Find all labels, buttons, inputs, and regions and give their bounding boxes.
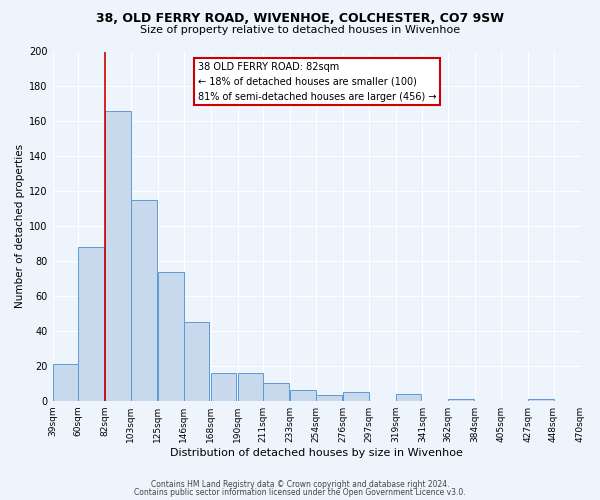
Bar	[211, 373, 236, 400]
Bar	[581, 397, 600, 400]
Text: Size of property relative to detached houses in Wivenhoe: Size of property relative to detached ho…	[140, 25, 460, 35]
Bar	[343, 392, 368, 400]
Y-axis label: Number of detached properties: Number of detached properties	[15, 144, 25, 308]
Bar	[528, 399, 554, 400]
Bar	[131, 200, 157, 400]
Text: 38, OLD FERRY ROAD, WIVENHOE, COLCHESTER, CO7 9SW: 38, OLD FERRY ROAD, WIVENHOE, COLCHESTER…	[96, 12, 504, 26]
Bar	[78, 247, 104, 400]
Bar	[395, 394, 421, 400]
Bar	[158, 272, 184, 400]
Text: Contains HM Land Registry data © Crown copyright and database right 2024.: Contains HM Land Registry data © Crown c…	[151, 480, 449, 489]
Bar	[316, 396, 341, 400]
Bar	[105, 111, 131, 401]
Text: 38 OLD FERRY ROAD: 82sqm
← 18% of detached houses are smaller (100)
81% of semi-: 38 OLD FERRY ROAD: 82sqm ← 18% of detach…	[198, 62, 436, 102]
X-axis label: Distribution of detached houses by size in Wivenhoe: Distribution of detached houses by size …	[170, 448, 463, 458]
Bar	[184, 322, 209, 400]
Bar	[290, 390, 316, 400]
Bar	[448, 399, 474, 400]
Bar	[263, 383, 289, 400]
Bar	[53, 364, 78, 401]
Bar	[238, 373, 263, 400]
Text: Contains public sector information licensed under the Open Government Licence v3: Contains public sector information licen…	[134, 488, 466, 497]
